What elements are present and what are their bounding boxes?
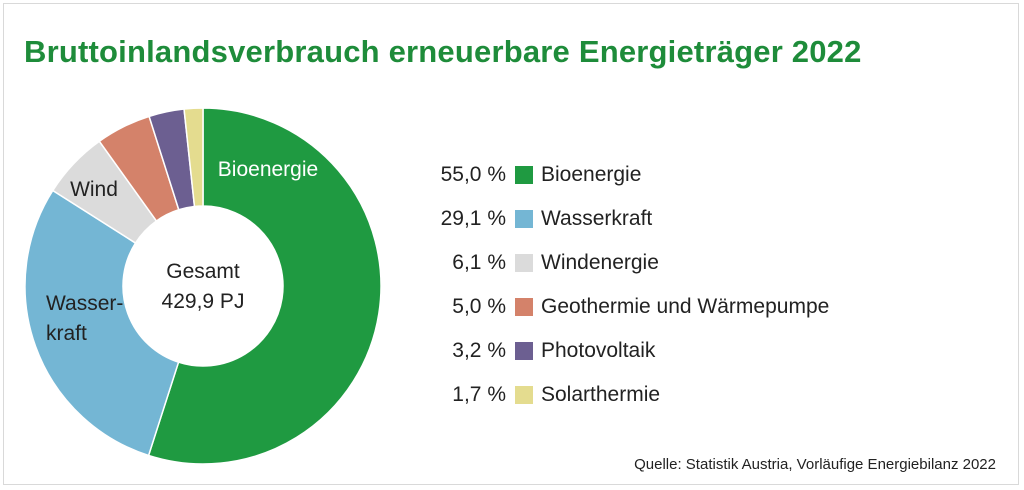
slice-label-bioenergie: Bioenergie <box>218 158 318 181</box>
legend-swatch <box>515 386 533 404</box>
slice-label-wasserkraft: Wasser-kraft <box>46 292 123 345</box>
legend-swatch <box>515 166 533 184</box>
source-note: Quelle: Statistik Austria, Vorläufige En… <box>634 456 996 473</box>
slice-wasserkraft <box>24 189 180 457</box>
legend-item-bioenergie: 55,0 % Bioenergie <box>404 163 874 186</box>
legend-label: Solarthermie <box>541 383 661 406</box>
legend-swatch <box>515 254 533 272</box>
chart-frame: Bruttoinlandsverbrauch erneuerbare Energ… <box>3 3 1019 485</box>
legend-swatch <box>515 210 533 228</box>
legend-item-windenergie: 6,1 % Windenergie <box>404 251 874 274</box>
legend-label: Geothermie und Wärmepumpe <box>541 295 830 318</box>
legend-percentage: 6,1 % <box>452 251 506 274</box>
slice-solarthermie <box>183 107 204 208</box>
legend-item-geothermie-und-waermepumpe: 5,0 % Geothermie und Wärmepumpe <box>404 295 874 318</box>
slice-bioenergie <box>147 107 382 465</box>
slice-label-windenergie: Wind <box>70 178 118 201</box>
legend-item-solarthermie: 1,7 % Solarthermie <box>404 383 874 406</box>
donut-chart: Bioenergie Wasser-kraft Wind Gesamt 429,9 PJ <box>24 107 382 465</box>
legend-swatch <box>515 342 533 360</box>
legend-label: Bioenergie <box>541 163 642 186</box>
legend-percentage: 1,7 % <box>452 383 506 406</box>
center-total-label: Gesamt 429,9 PJ <box>162 260 245 313</box>
legend-item-wasserkraft: 29,1 % Wasserkraft <box>404 207 874 230</box>
legend-swatch <box>515 298 533 316</box>
legend-item-photovoltaik: 3,2 % Photovoltaik <box>404 339 874 362</box>
chart-legend: 55,0 % Bioenergie 29,1 % Wasserkraft 6,1 % Wi… <box>404 163 874 428</box>
chart-title: Bruttoinlandsverbrauch erneuerbare Energ… <box>24 34 862 69</box>
legend-percentage: 29,1 % <box>440 207 506 230</box>
legend-percentage: 55,0 % <box>440 163 506 186</box>
legend-label: Windenergie <box>541 251 659 274</box>
legend-label: Wasserkraft <box>541 207 653 230</box>
legend-label: Photovoltaik <box>541 339 656 362</box>
legend-percentage: 3,2 % <box>452 339 506 362</box>
legend-percentage: 5,0 % <box>452 295 506 318</box>
